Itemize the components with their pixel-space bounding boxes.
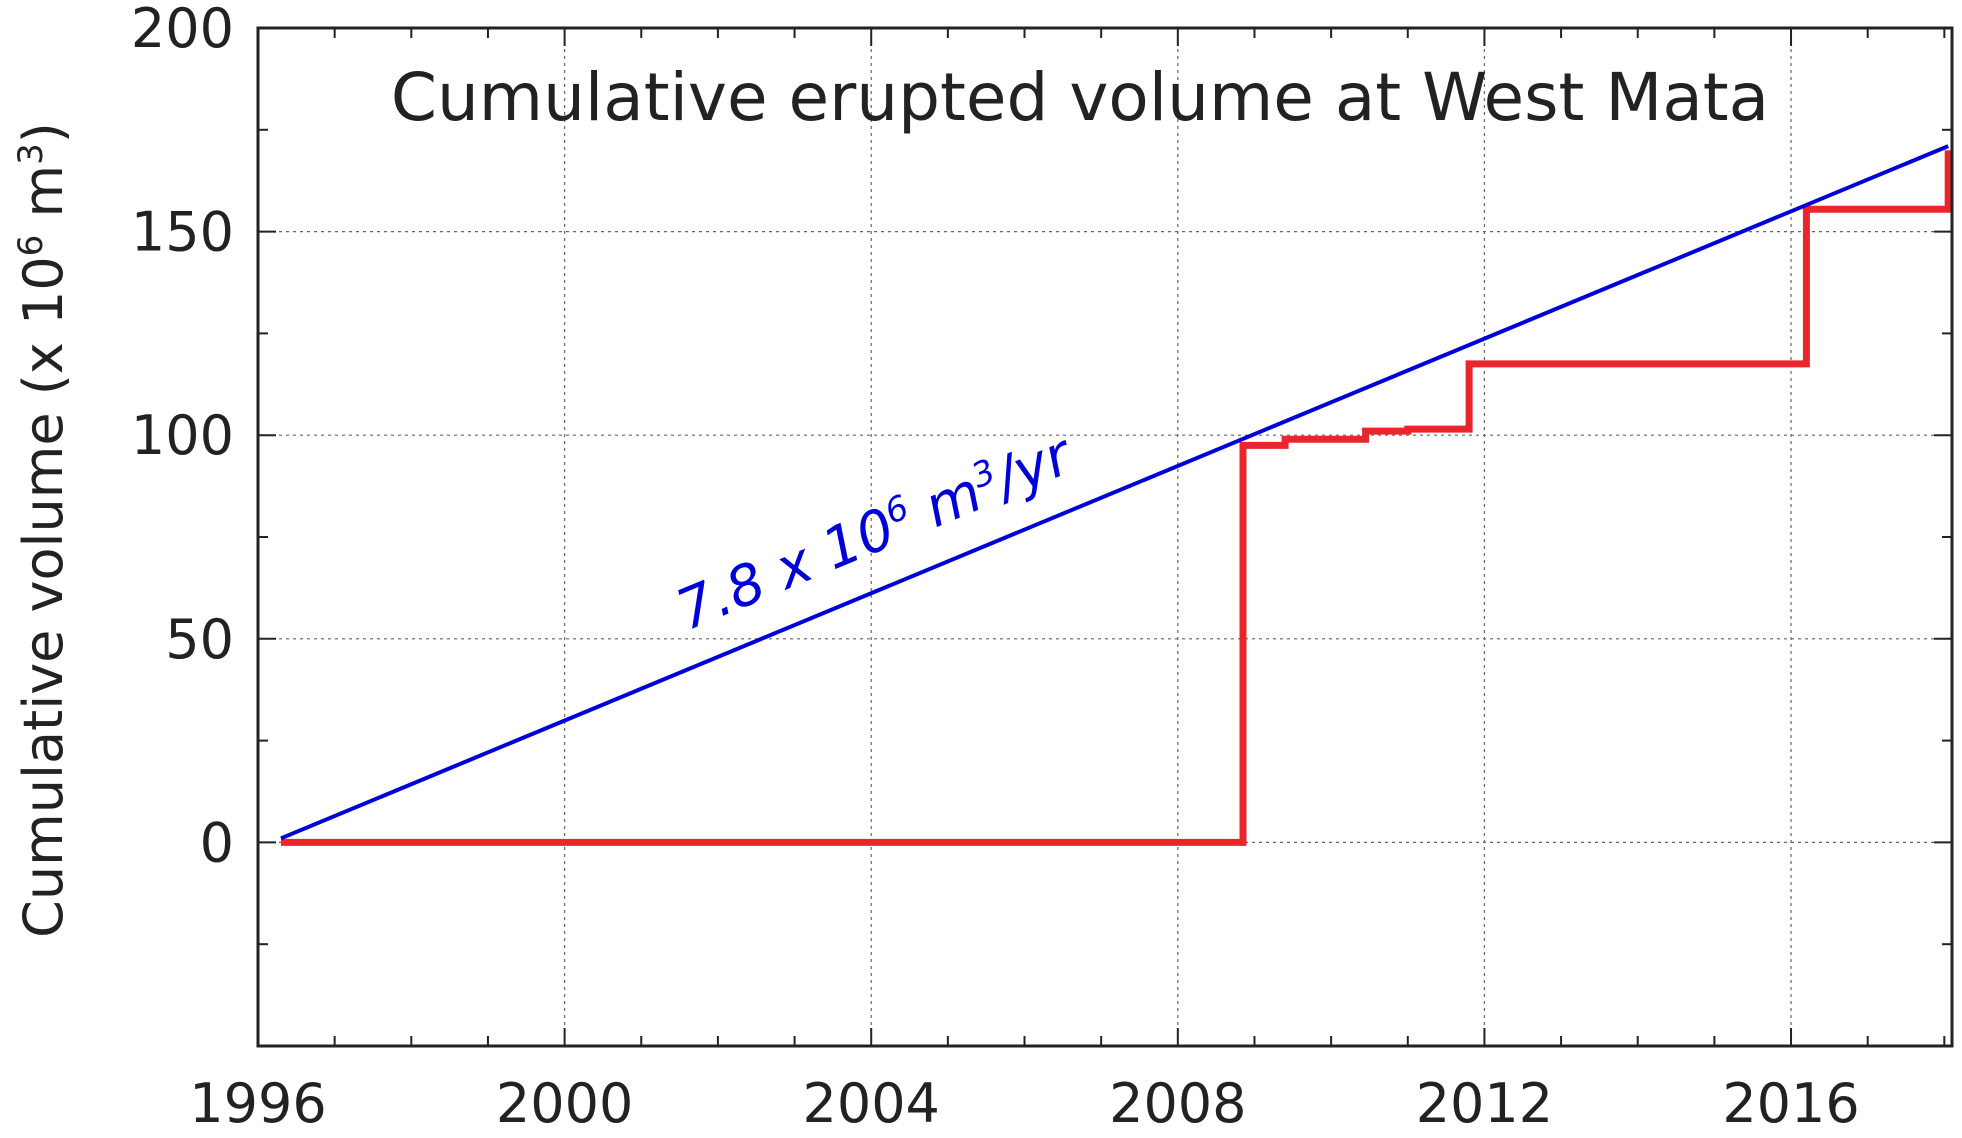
plot-frame [256,26,1954,1048]
rate-annotation-end: /yr [981,421,1083,513]
y-axis-title-sup2: 3 [11,143,51,165]
eruption-rate-trend-line [280,144,1949,841]
y-tick-label: 100 [131,404,234,467]
axis-ticks [257,27,1952,1047]
y-axis-title-mid: m [12,165,75,235]
x-tick-label: 1996 [189,1072,326,1135]
x-tick-label: 2016 [1722,1072,1859,1135]
y-axis-title-end: ) [12,122,75,143]
rate-annotation-main: 7.8 x 10 [668,496,904,644]
x-tick-label: 2004 [802,1072,939,1135]
x-tick-label: 2008 [1109,1072,1246,1135]
y-tick-label: 0 [200,811,234,874]
y-axis-title-sup1: 6 [11,235,51,257]
y-axis-title-main: Cumulative volume (x 10 [12,256,75,938]
data-series [280,144,1952,846]
grid-lines [258,28,1952,1046]
tick-labels: 1996 2000 2004 2008 2012 2016 0 50 100 150 200 [131,0,1860,1135]
x-tick-label: 2000 [496,1072,633,1135]
cumulative-volume-step-line [281,150,1952,846]
y-tick-label: 200 [131,0,234,60]
chart-title: Cumulative erupted volume at West Mata [391,59,1769,136]
x-tick-label: 2012 [1416,1072,1553,1135]
y-tick-label: 150 [131,201,234,264]
y-axis-title: Cumulative volume (x 106 m3) [11,122,75,938]
y-tick-label: 50 [165,608,234,671]
